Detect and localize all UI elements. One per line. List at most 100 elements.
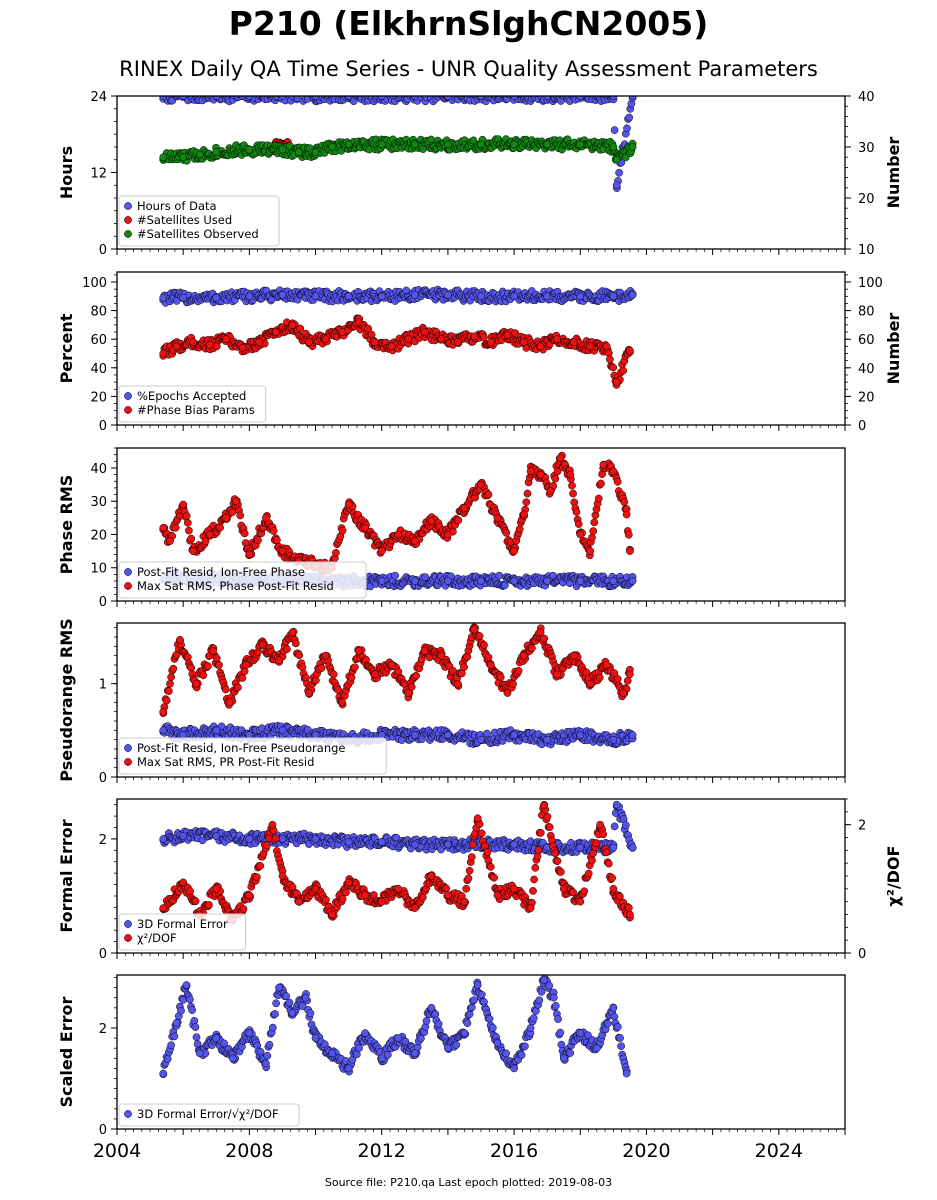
data-point [344, 500, 353, 509]
data-point [621, 821, 630, 830]
data-point [470, 332, 479, 341]
data-point [526, 88, 533, 95]
data-point [508, 96, 511, 97]
data-point [236, 511, 245, 520]
data-point [469, 87, 476, 94]
data-point [441, 96, 444, 97]
data-point [410, 577, 419, 585]
data-point [239, 905, 248, 913]
data-point [437, 335, 446, 344]
data-point [262, 513, 270, 522]
data-point [580, 887, 589, 896]
data-point [604, 859, 613, 868]
data-point [488, 96, 492, 97]
data-point [602, 848, 611, 857]
data-point [369, 891, 378, 899]
data-point [628, 843, 637, 852]
data-point [299, 88, 306, 95]
y2-tick-label: 40 [858, 90, 875, 105]
data-point [569, 89, 576, 96]
data-point [338, 328, 346, 336]
data-point [289, 96, 291, 97]
data-point [608, 874, 616, 882]
data-point [444, 577, 452, 585]
data-point [278, 291, 287, 299]
data-point [536, 628, 545, 637]
data-point [278, 726, 287, 735]
data-point [298, 663, 307, 672]
data-point [170, 87, 177, 94]
legend-label: #Phase Bias Params [137, 403, 255, 417]
legend: Post-Fit Resid, Ion-Free PseudorangeMax … [118, 737, 387, 775]
legend-box [118, 737, 387, 775]
data-point [394, 530, 403, 539]
data-point [473, 89, 480, 96]
data-point [183, 96, 186, 97]
data-point [429, 87, 436, 94]
panel-markers [159, 800, 637, 925]
data-point [576, 140, 585, 149]
data-point [351, 663, 359, 672]
data-point [588, 533, 596, 542]
data-point [572, 508, 581, 516]
data-point [612, 378, 621, 386]
data-point [543, 735, 552, 744]
data-point [465, 866, 474, 875]
data-point [619, 689, 628, 697]
data-point [418, 89, 425, 96]
data-point [515, 525, 524, 533]
data-point [540, 634, 549, 643]
data-point [225, 698, 234, 707]
legend: %Epochs Accepted#Phase Bias Params [118, 385, 267, 423]
data-point [420, 647, 429, 655]
data-point [543, 140, 552, 149]
panel-phase-rms: 0 10 20 30 40 Phase RMS Post-Fit Resid, Ion-Fr… [57, 447, 846, 610]
data-point [308, 96, 312, 97]
data-point [271, 328, 280, 336]
y-tick-label: 80 [90, 305, 107, 320]
data-point [530, 875, 538, 884]
data-point [389, 88, 396, 95]
data-point [528, 644, 536, 652]
data-point [556, 454, 565, 462]
data-point [594, 494, 603, 503]
data-point [159, 707, 168, 716]
data-point [487, 661, 495, 669]
data-point [338, 895, 347, 903]
data-point [553, 467, 562, 476]
data-point [454, 96, 459, 97]
data-point [425, 88, 432, 95]
data-point [245, 550, 254, 559]
y-axis-label: Hours [57, 146, 76, 199]
data-point [455, 88, 462, 95]
data-point [609, 843, 618, 852]
data-point [342, 888, 350, 897]
data-point [431, 87, 438, 94]
data-point [586, 342, 595, 351]
data-point [523, 489, 532, 498]
data-point [628, 577, 637, 585]
data-point [509, 680, 517, 688]
data-point [569, 888, 577, 897]
data-point [415, 88, 422, 95]
data-point [329, 670, 338, 679]
data-point [568, 481, 576, 490]
data-point [420, 328, 429, 336]
data-point [354, 318, 363, 326]
data-point [569, 338, 578, 346]
data-point [557, 868, 565, 876]
data-point [517, 88, 524, 95]
data-point [608, 96, 610, 97]
data-point [442, 884, 451, 893]
data-point [263, 88, 270, 95]
data-point [238, 96, 243, 97]
data-point [189, 547, 197, 555]
data-point [612, 155, 621, 164]
data-point [221, 685, 230, 694]
data-point [201, 88, 208, 95]
chart-subtitle: RINEX Daily QA Time Series - UNR Quality… [119, 57, 818, 81]
data-point [576, 577, 585, 585]
data-point [165, 687, 173, 695]
data-point [624, 530, 633, 539]
